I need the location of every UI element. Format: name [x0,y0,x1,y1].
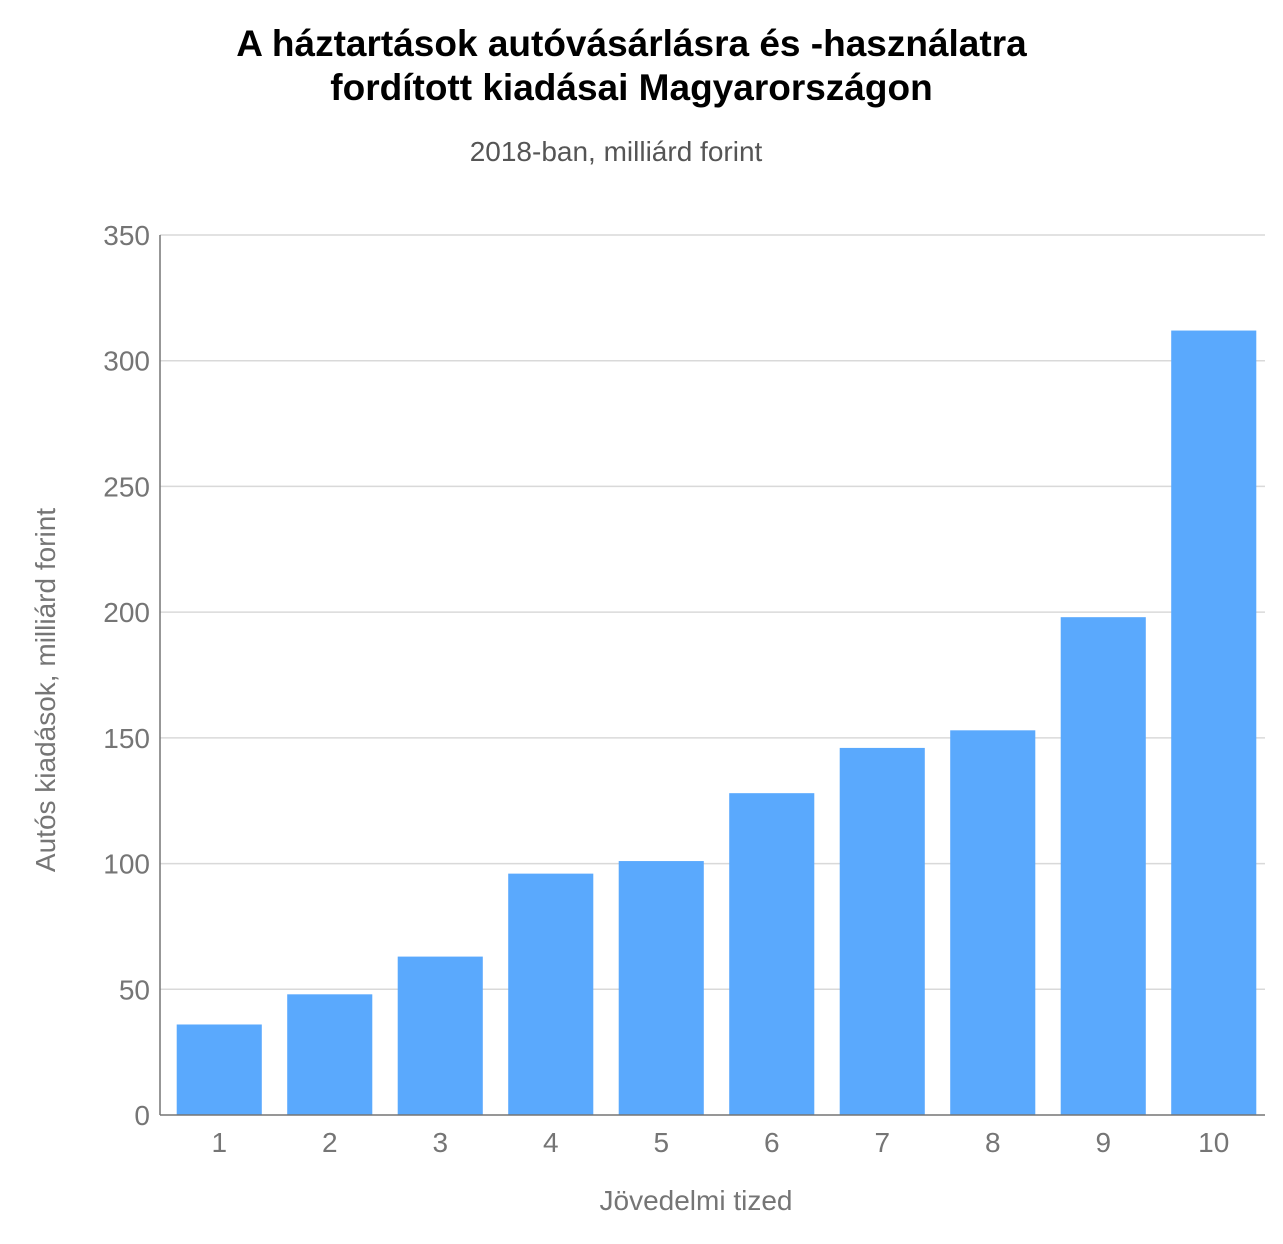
bar-9 [1060,617,1146,1115]
chart-subtitle: 2018-ban, milliárd forint [469,136,763,167]
x-tick-labels: 1 2 3 4 5 6 7 8 9 10 [211,1127,1229,1158]
y-tick-label: 50 [119,974,150,1005]
chart-title: A háztartások autóvásárlásra és -használ… [0,22,1263,110]
x-tick-label: 4 [543,1127,559,1158]
x-tick-label: 2 [322,1127,338,1158]
x-tick-label: 3 [432,1127,448,1158]
y-tick-label: 300 [103,346,150,377]
bar-10 [1171,330,1257,1115]
bar-5 [618,861,704,1115]
y-tick-label: 200 [103,597,150,628]
chart-title-line-1: A háztartások autóvásárlásra és -használ… [236,23,1027,64]
bar-1 [176,1024,262,1115]
x-tick-label: 10 [1198,1127,1229,1158]
x-tick-label: 7 [874,1127,890,1158]
x-axis-label: Jövedelmi tized [600,1185,793,1216]
y-axis-label: Autós kiadások, milliárd forint [30,508,61,872]
bar-2 [287,994,373,1115]
x-tick-label: 8 [985,1127,1001,1158]
y-tick-label: 250 [103,471,150,502]
y-tick-label: 350 [103,220,150,251]
y-tick-label: 100 [103,849,150,880]
bar-6 [729,793,815,1115]
bar-7 [839,747,925,1115]
y-tick-label: 150 [103,723,150,754]
bars [176,330,1257,1115]
x-tick-label: 9 [1095,1127,1111,1158]
y-tick-labels: 0 50 100 150 200 250 300 350 [103,220,150,1131]
bar-8 [950,730,1036,1115]
x-tick-label: 5 [653,1127,669,1158]
x-tick-label: 6 [764,1127,780,1158]
y-tick-label: 0 [134,1100,150,1131]
x-tick-label: 1 [211,1127,227,1158]
chart-title-line-2: fordított kiadásai Magyarországon [330,67,933,108]
bar-4 [508,873,594,1115]
bar-3 [397,956,483,1115]
